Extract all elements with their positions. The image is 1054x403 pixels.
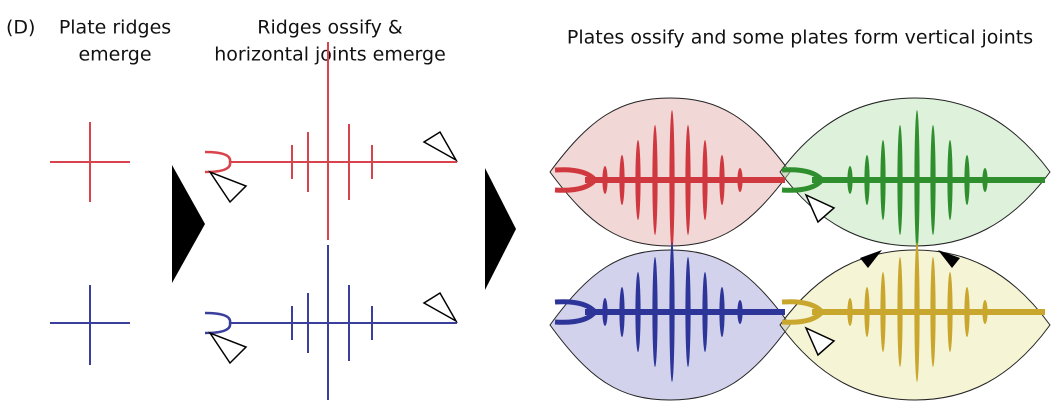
column-title: Ridges ossify & — [257, 17, 403, 39]
column-title: Plates ossify and some plates form verti… — [567, 27, 1033, 49]
bar — [585, 177, 785, 183]
arrow — [485, 168, 516, 290]
spine — [619, 155, 624, 205]
spine — [847, 166, 852, 194]
open-arrowhead — [424, 132, 456, 160]
joint — [205, 152, 230, 172]
middle-column — [205, 42, 457, 400]
spine — [947, 272, 952, 352]
spine — [635, 140, 640, 220]
spine — [864, 287, 869, 337]
spine — [930, 257, 935, 367]
red-cross — [50, 122, 130, 202]
open-arrowhead — [210, 172, 246, 202]
spine — [880, 272, 885, 352]
spine — [602, 166, 607, 194]
spine — [982, 300, 987, 324]
spine — [635, 272, 640, 352]
spine — [864, 155, 869, 205]
spine — [964, 155, 969, 205]
spine — [669, 110, 674, 250]
spine — [737, 168, 742, 192]
spine — [719, 155, 724, 205]
spine — [602, 298, 607, 326]
figure: (D) Plate ridges emerge Ridges ossify & … — [0, 0, 1054, 403]
blue-cross — [50, 285, 130, 365]
open-arrowhead — [210, 333, 246, 363]
spine — [719, 287, 724, 337]
bar — [585, 309, 785, 315]
spine — [847, 298, 852, 326]
bar — [812, 309, 1045, 315]
spine — [914, 110, 919, 250]
open-arrowhead — [424, 293, 456, 321]
spine — [669, 242, 674, 382]
column-title: horizontal joints emerge — [214, 44, 446, 66]
spine — [964, 287, 969, 337]
spine — [897, 125, 902, 235]
joint — [205, 313, 230, 333]
spine — [737, 300, 742, 324]
spine — [702, 140, 707, 220]
column-title: emerge — [78, 44, 151, 66]
spine — [702, 272, 707, 352]
spine — [652, 125, 657, 235]
spine — [619, 287, 624, 337]
spine — [685, 257, 690, 367]
spine — [930, 125, 935, 235]
spine — [982, 168, 987, 192]
spine — [897, 257, 902, 367]
arrow — [172, 165, 205, 283]
spine — [685, 125, 690, 235]
bar — [812, 177, 1045, 183]
spine — [880, 140, 885, 220]
column-title: Plate ridges — [59, 17, 171, 39]
spine — [947, 140, 952, 220]
spine — [652, 257, 657, 367]
right-column — [550, 98, 1050, 400]
panel-label: (D) — [6, 17, 35, 39]
spine — [914, 242, 919, 382]
